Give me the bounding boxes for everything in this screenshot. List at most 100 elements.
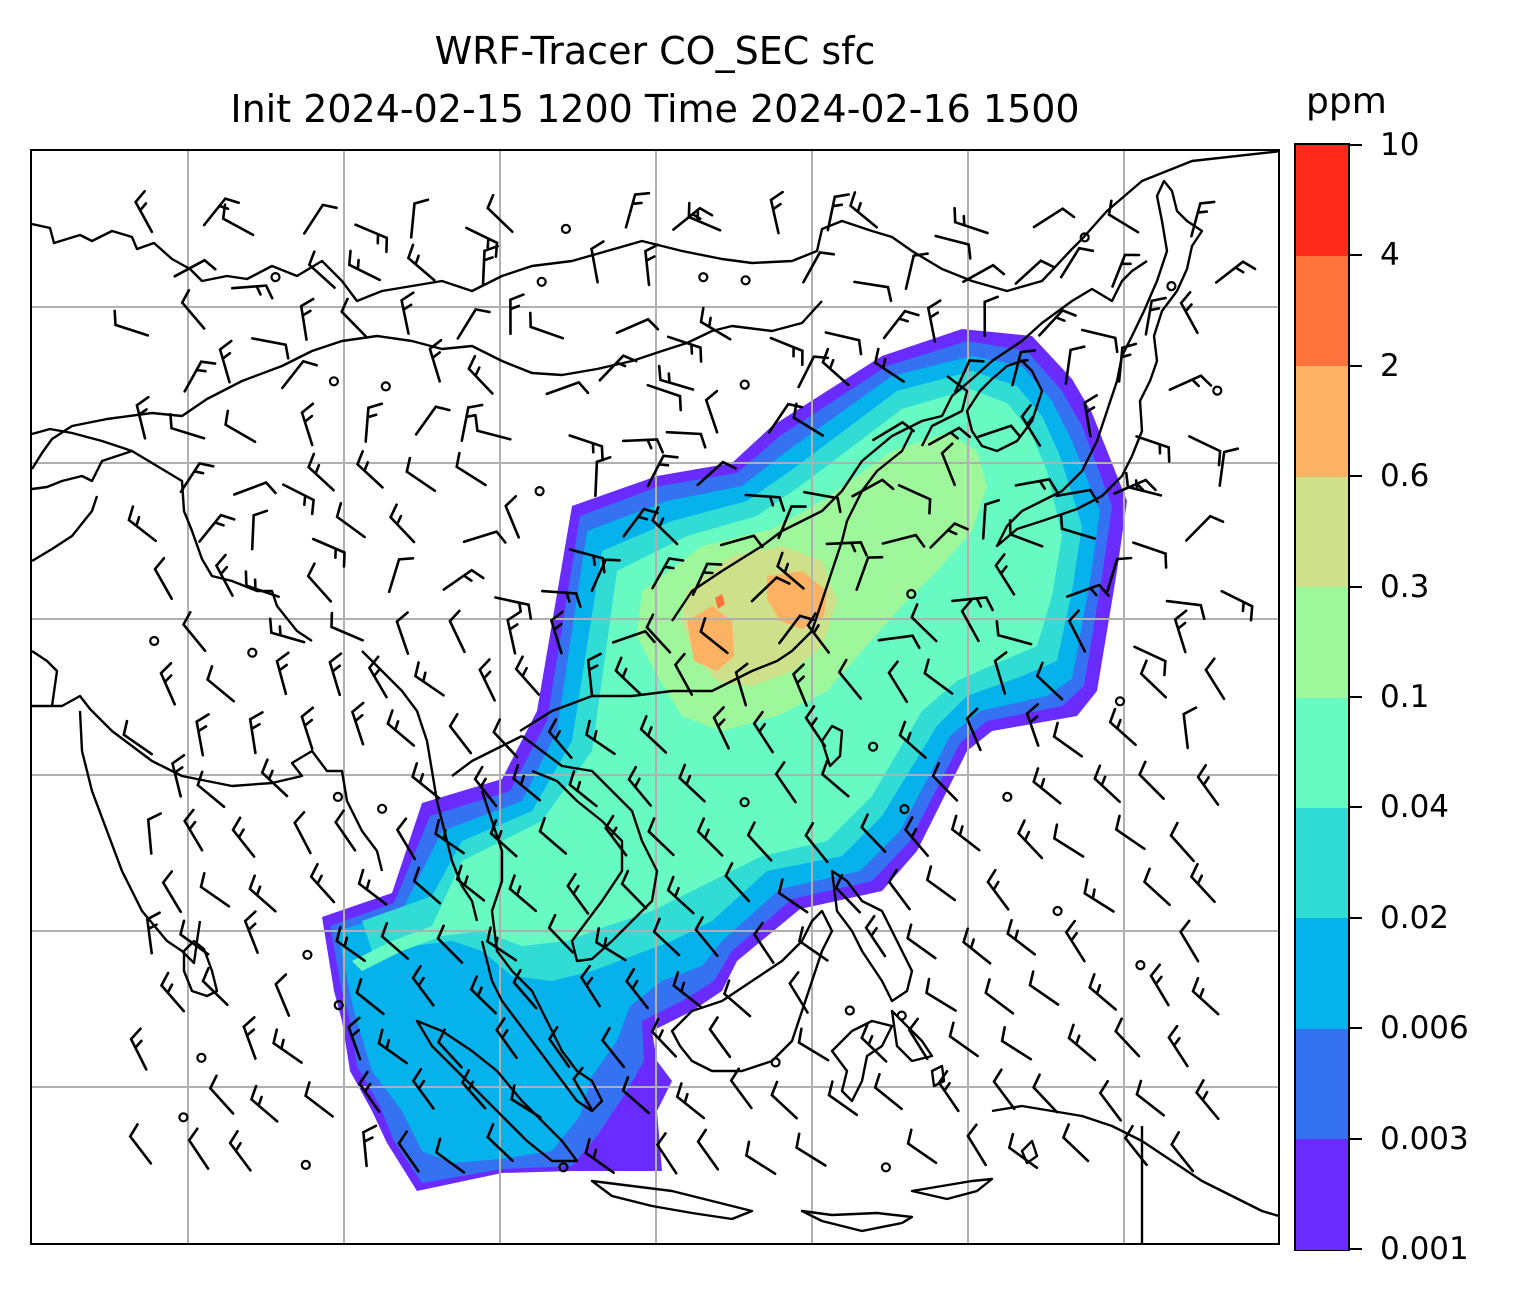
- wind-barb-icon: [594, 456, 612, 498]
- wind-barb-icon: [992, 1068, 1016, 1111]
- wind-barb-icon: [615, 317, 660, 335]
- wind-barb-icon: [397, 1130, 420, 1173]
- coastline-sumatra: [415, 1019, 579, 1163]
- calm-wind-circle-icon: [536, 276, 547, 287]
- coastline-thailand-malay: [451, 734, 604, 1113]
- wind-barb-icon: [1165, 599, 1206, 621]
- wind-barb-icon: [195, 713, 210, 757]
- wind-barb-icon: [300, 706, 315, 751]
- colorbar-tick: [1350, 585, 1362, 588]
- wind-barb-icon: [146, 812, 162, 855]
- wind-barb-icon: [647, 817, 675, 857]
- wind-barb-icon: [672, 206, 714, 231]
- wind-barb-icon: [400, 291, 415, 335]
- wind-barb-icon: [926, 299, 942, 343]
- wind-barb-icon: [848, 191, 878, 229]
- wind-barb-icon: [696, 817, 724, 857]
- wind-barb-icon: [821, 347, 850, 387]
- wind-barb-icon: [299, 297, 315, 341]
- wind-barb-icon: [434, 818, 465, 855]
- wind-barb-icon: [1167, 1024, 1189, 1068]
- colorbar-segment: [1296, 476, 1348, 588]
- wind-barb-icon: [954, 359, 985, 393]
- wind-barb-icon: [744, 493, 786, 512]
- wind-barb-icon: [994, 553, 1016, 596]
- calm-wind-circle-icon: [328, 376, 339, 387]
- wind-barb-icon: [797, 1027, 830, 1062]
- wind-barb-icon: [776, 551, 805, 590]
- wind-barb-icon: [282, 483, 315, 516]
- wind-barb-icon: [568, 548, 606, 574]
- wind-barb-icon: [547, 1026, 571, 1068]
- wind-barb-icon: [1011, 349, 1037, 387]
- wind-barb-icon: [307, 452, 335, 492]
- wind-barb-icon: [183, 808, 204, 852]
- wind-barb-icon: [549, 610, 564, 655]
- wind-barb-icon: [309, 862, 336, 904]
- wind-barb-icon: [218, 339, 233, 384]
- wind-barb-icon: [655, 1132, 678, 1175]
- wind-barb-icon: [904, 252, 929, 290]
- coastline-java: [590, 1179, 754, 1221]
- coastline-korea: [965, 359, 1044, 453]
- wind-barb-icon: [925, 977, 957, 1012]
- wind-barb-icon: [307, 250, 336, 289]
- map-gridlines: [32, 151, 1278, 1243]
- wind-barb-icon: [179, 919, 210, 956]
- wind-barb-icon: [872, 420, 915, 442]
- wind-barb-icon: [646, 383, 682, 412]
- wind-barb-icon: [770, 1080, 798, 1120]
- wind-barb-icon: [389, 503, 416, 544]
- wind-barb-icon: [460, 1069, 487, 1110]
- wind-barb-icon: [456, 307, 491, 340]
- wind-barb-icon: [330, 611, 364, 642]
- colorbar-tick-label: 0.003: [1380, 1120, 1469, 1157]
- calm-wind-circle-icon: [178, 1112, 189, 1123]
- wind-barb-icon: [624, 191, 651, 229]
- wind-barb-icon: [409, 198, 430, 239]
- wind-barb-icon: [334, 809, 357, 852]
- colorbar-tick: [1350, 254, 1362, 257]
- wind-barb-icon: [752, 710, 774, 754]
- wind-barb-icon: [1204, 657, 1226, 701]
- wind-barb-icon: [696, 460, 737, 487]
- wind-barb-icon: [1106, 556, 1133, 593]
- wind-barb-icon: [1067, 1023, 1097, 1062]
- wind-barb-icon: [183, 360, 217, 393]
- wind-barb-icon: [673, 652, 694, 696]
- wind-barb-icon: [248, 874, 277, 913]
- wind-barb-icon: [1098, 1079, 1122, 1122]
- wind-barb-icon: [1195, 1079, 1220, 1121]
- wind-barb-icon: [696, 1128, 720, 1171]
- wind-barb-icon: [966, 1123, 987, 1167]
- wind-barb-icon: [882, 309, 920, 340]
- wind-barb-icon: [804, 822, 829, 864]
- wind-barb-icon: [489, 819, 518, 858]
- wind-barb-icon: [586, 652, 602, 696]
- wind-barb-icon: [614, 656, 642, 696]
- wind-barb-icon: [221, 203, 255, 237]
- wind-barb-icon: [937, 1070, 960, 1113]
- wind-barb-icon: [233, 480, 277, 496]
- wind-barb-icon: [506, 611, 521, 655]
- wind-barb-icon: [1093, 764, 1121, 804]
- wind-barb-icon: [328, 652, 343, 697]
- wind-barb-icon: [1059, 246, 1095, 279]
- colorbar-segment: [1296, 917, 1348, 1029]
- wind-barb-icon: [173, 258, 217, 278]
- map-canvas: [32, 151, 1278, 1243]
- wind-barb-icon: [303, 203, 338, 235]
- wind-barb-icon: [929, 521, 969, 549]
- wind-barb-icon: [335, 502, 366, 539]
- map-panel[interactable]: [30, 149, 1280, 1245]
- coastline-vietnam: [521, 735, 659, 963]
- wind-barb-icon: [962, 927, 992, 965]
- wind-barb-icon: [1061, 1123, 1090, 1163]
- wind-barb-icon: [202, 197, 240, 227]
- wind-barb-icon: [620, 869, 648, 910]
- calm-wind-circle-icon: [302, 949, 313, 960]
- colorbar-tick-label: 0.001: [1380, 1231, 1469, 1267]
- wind-barb-icon: [600, 1026, 626, 1069]
- wind-barb-icon: [1083, 878, 1115, 913]
- wind-barb-icon: [1133, 645, 1167, 677]
